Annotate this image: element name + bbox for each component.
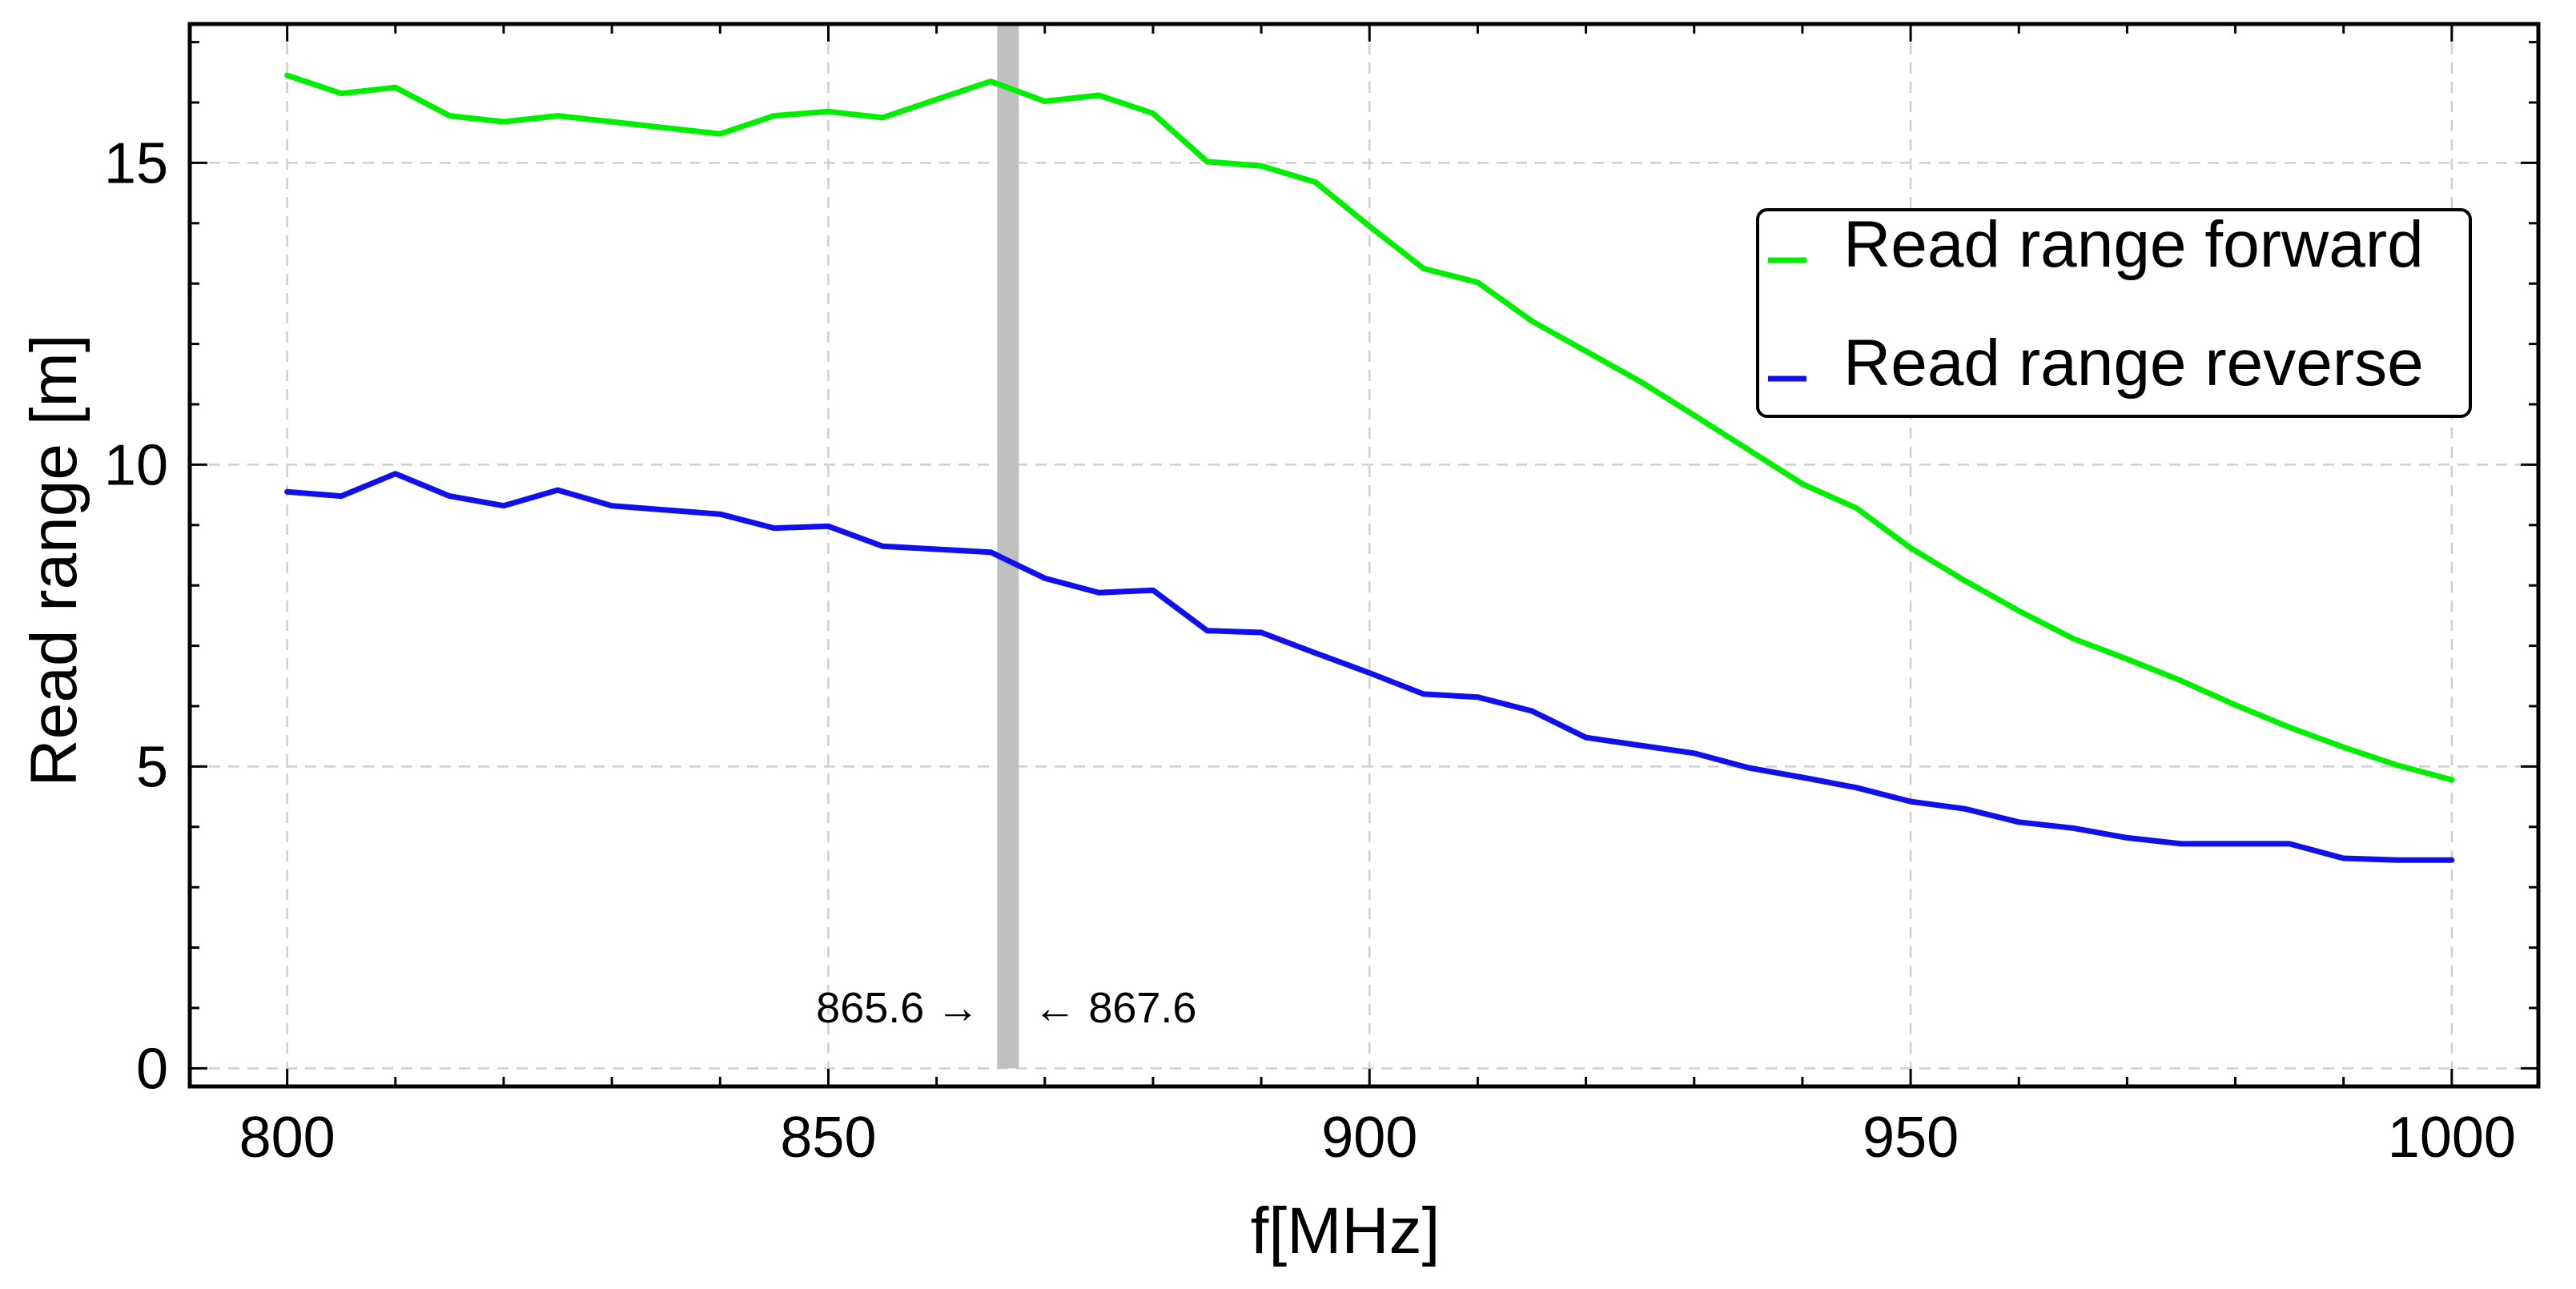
- legend-label-reverse: Read range reverse: [1843, 327, 2424, 400]
- grid: [190, 24, 2538, 1086]
- legend: Read range forward Read range reverse: [1756, 208, 2472, 418]
- axis-ticks: [190, 24, 2538, 1086]
- x-tick-label: 950: [1863, 1106, 1959, 1170]
- series-line-reverse: [284, 471, 2455, 863]
- series-line-forward: [284, 72, 2455, 783]
- y-axis-title: Read range [m]: [18, 334, 90, 786]
- y-tick-label: 5: [136, 735, 168, 799]
- x-tick-label: 1000: [2388, 1106, 2516, 1170]
- y-tick-label: 0: [136, 1037, 168, 1101]
- x-tick-label: 850: [780, 1106, 876, 1170]
- plot-frame: [187, 22, 2541, 1089]
- y-tick-label: 15: [104, 131, 168, 195]
- band-label-end: ← 867.6: [1033, 984, 1196, 1032]
- frequency-band: [997, 26, 1019, 1069]
- legend-box: [1756, 208, 2472, 418]
- legend-label-forward: Read range forward: [1843, 208, 2424, 281]
- x-axis-title: f[MHz]: [1251, 1195, 1441, 1267]
- frequency-band-rect: [997, 26, 1019, 1069]
- y-tick-labels: 0 5 10 15: [104, 131, 168, 1101]
- series-lines: [284, 72, 2455, 863]
- y-tick-label: 10: [104, 433, 168, 497]
- x-tick-label: 800: [239, 1106, 336, 1170]
- x-tick-label: 900: [1321, 1106, 1417, 1170]
- band-label-start: 865.6 →: [816, 984, 979, 1032]
- x-tick-labels: 800 850 900 950 1000: [239, 1106, 2516, 1170]
